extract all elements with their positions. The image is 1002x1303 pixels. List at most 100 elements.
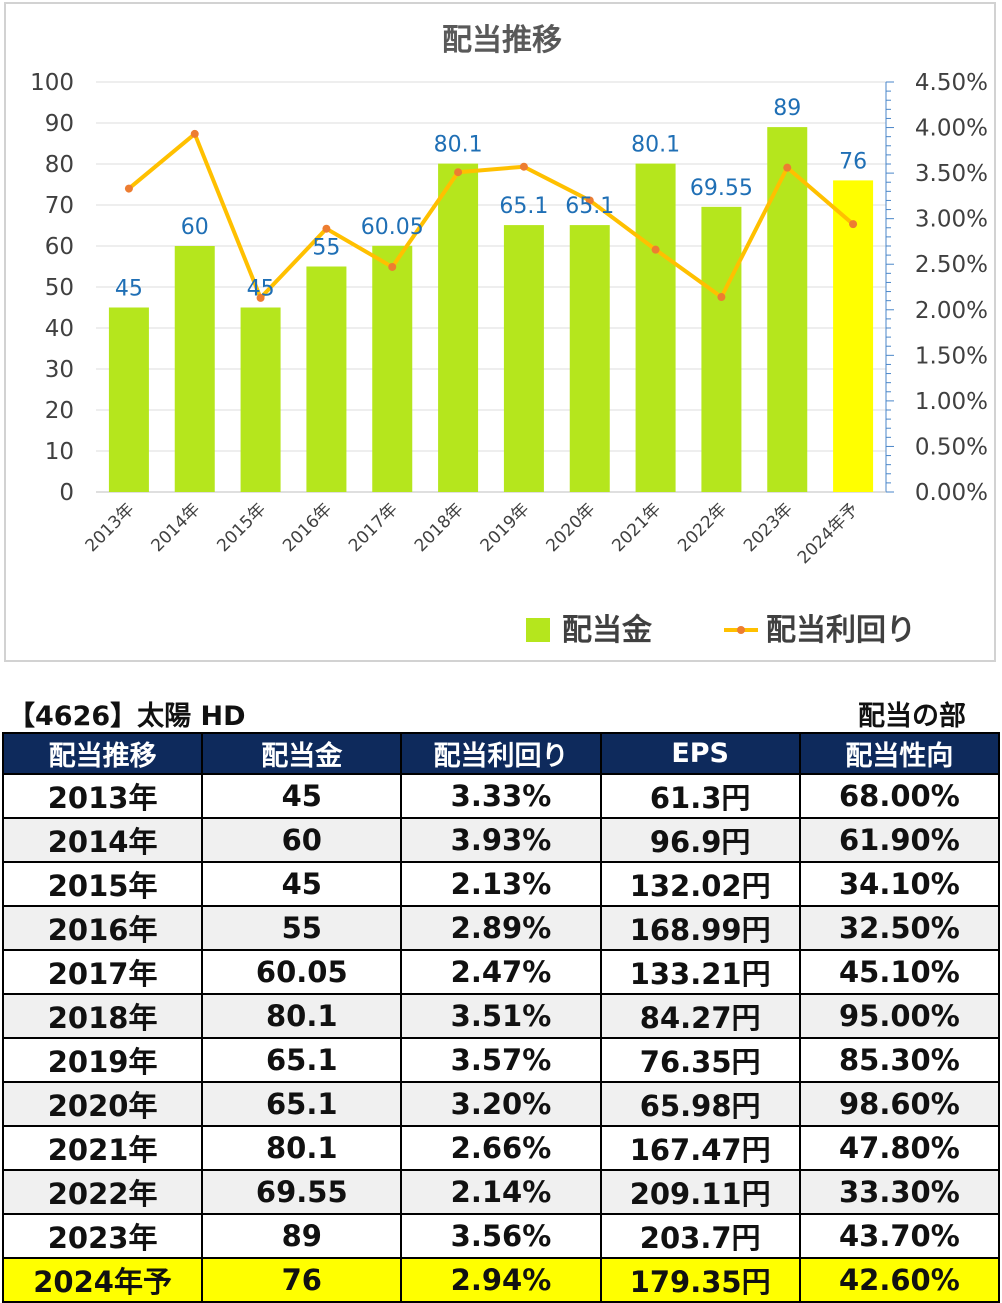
cell-year: 2020年: [1, 1081, 204, 1127]
bar: [503, 225, 544, 492]
cell-yield: 3.57%: [400, 1037, 602, 1083]
cell-eps: 61.3円: [599, 773, 801, 819]
cell-eps: 84.27円: [599, 993, 801, 1039]
bar-data-label: 65.1: [499, 194, 548, 219]
cell-dividend: 76: [201, 1257, 403, 1303]
table-title: 【4626】太陽 HD: [8, 701, 246, 732]
cell-year: 2021年: [1, 1125, 204, 1171]
cell-year: 2023年: [1, 1213, 204, 1259]
section-label: 配当の部: [858, 701, 966, 732]
cell-payout: 98.60%: [798, 1081, 1001, 1127]
yield-point: [717, 293, 726, 302]
bar: [108, 307, 149, 492]
chart-canvas: 配当推移 0 10 20 30 40 50 60 70 80 90 100 0.00% 0.50% 1.00…: [30, 23, 988, 648]
x-tick-label: 2013年: [82, 499, 139, 556]
table-row: 2014年 60 3.93% 96.9円 61.90%: [1, 817, 1001, 863]
y-right-tick-label: 2.50%: [915, 252, 988, 278]
bar: [569, 225, 610, 492]
header-dividend: 配当金: [201, 732, 403, 775]
cell-eps: 179.35円: [599, 1257, 801, 1303]
bar-data-label: 80.1: [434, 133, 483, 158]
cell-yield: 3.20%: [400, 1081, 602, 1127]
cell-payout: 43.70%: [798, 1213, 1001, 1259]
cell-dividend: 89: [201, 1213, 403, 1259]
y-right-tick-label: 3.00%: [915, 207, 988, 233]
header-eps: EPS: [599, 732, 801, 775]
bar: [833, 180, 874, 492]
cell-yield: 2.89%: [400, 905, 602, 951]
yield-point: [388, 262, 397, 271]
bar: [635, 163, 676, 492]
y-right-tick-label: 4.50%: [915, 70, 988, 96]
table-row: 2021年 80.1 2.66% 167.47円 47.80%: [1, 1125, 1001, 1171]
y-right-tick-label: 1.50%: [915, 343, 988, 369]
table-row: 2017年 60.05 2.47% 133.21円 45.10%: [1, 949, 1001, 995]
legend-swatch-dividend: [526, 618, 550, 642]
table-row: 2016年 55 2.89% 168.99円 32.50%: [1, 905, 1001, 951]
cell-yield: 2.66%: [400, 1125, 602, 1171]
table-header-row: 配当推移 配当金 配当利回り EPS 配当性向: [1, 732, 1001, 775]
yield-point: [190, 129, 199, 138]
cell-dividend: 45: [201, 861, 403, 907]
cell-yield: 3.33%: [400, 773, 602, 819]
cell-payout: 68.00%: [798, 773, 1001, 819]
bar: [438, 163, 479, 492]
cell-payout: 32.50%: [798, 905, 1001, 951]
bar: [372, 245, 413, 492]
yield-point: [124, 184, 133, 193]
cell-eps: 167.47円: [599, 1125, 801, 1171]
cell-yield: 2.47%: [400, 949, 602, 995]
cell-dividend: 45: [201, 773, 403, 819]
cell-dividend: 60: [201, 817, 403, 863]
y-right-tick-label: 3.50%: [915, 161, 988, 187]
cell-year: 2015年: [1, 861, 204, 907]
cell-payout: 34.10%: [798, 861, 1001, 907]
y-left-tick-label: 100: [30, 70, 74, 96]
y-left-tick-label: 90: [45, 111, 74, 137]
chart-title: 配当推移: [442, 23, 562, 58]
y-left-tick-label: 50: [45, 275, 74, 301]
cell-payout: 33.30%: [798, 1169, 1001, 1215]
y-left-tick-label: 70: [45, 193, 74, 219]
y-left-tick-label: 20: [45, 398, 74, 424]
table-row: 2023年 89 3.56% 203.7円 43.70%: [1, 1213, 1001, 1259]
table-row: 2022年 69.55 2.14% 209.11円 33.30%: [1, 1169, 1001, 1215]
yield-point: [651, 245, 660, 254]
cell-year: 2018年: [1, 993, 204, 1039]
table-row: 2020年 65.1 3.20% 65.98円 98.60%: [1, 1081, 1001, 1127]
y-right-tick-label: 4.00%: [915, 116, 988, 142]
cell-dividend: 65.1: [201, 1037, 403, 1083]
y-left-tick-label: 0: [59, 480, 74, 506]
bar-data-label: 65.1: [565, 194, 614, 219]
cell-eps: 133.21円: [599, 949, 801, 995]
cell-payout: 85.30%: [798, 1037, 1001, 1083]
bar: [174, 246, 215, 492]
y-right-tick-label: 1.00%: [915, 389, 988, 415]
dividend-table: 配当推移 配当金 配当利回り EPS 配当性向 2013年 45 3.33% 61.3…: [1, 732, 1001, 1303]
cell-dividend: 65.1: [201, 1081, 403, 1127]
cell-payout: 42.60%: [798, 1257, 1001, 1303]
legend-label-dividend: 配当金: [562, 613, 653, 648]
cell-eps: 76.35円: [599, 1037, 801, 1083]
x-tick-label: 2016年: [279, 499, 336, 556]
cell-year: 2024年予: [1, 1257, 204, 1303]
table-row: 2013年 45 3.33% 61.3円 68.00%: [1, 773, 1001, 819]
bar-data-label: 89: [773, 96, 801, 121]
dividend-chart: 配当推移 0 10 20 30 40 50 60 70 80 90 100 0.00% 0.50% 1.00…: [4, 2, 996, 662]
cell-yield: 2.13%: [400, 861, 602, 907]
x-tick-label: 2023年: [740, 499, 797, 556]
header-payout: 配当性向: [798, 732, 1001, 775]
bar-data-label: 76: [839, 149, 867, 174]
bar-data-label: 55: [312, 236, 340, 261]
bar-data-label: 60.05: [361, 215, 424, 240]
yield-point: [849, 220, 858, 229]
yield-point: [454, 168, 463, 177]
yield-point: [322, 224, 331, 233]
header-yield: 配当利回り: [400, 732, 602, 775]
x-tick-label: 2018年: [411, 499, 468, 556]
bar: [240, 307, 281, 492]
cell-payout: 95.00%: [798, 993, 1001, 1039]
cell-payout: 47.80%: [798, 1125, 1001, 1171]
table-row: 2024年予 76 2.94% 179.35円 42.60%: [1, 1257, 1001, 1303]
table-row: 2019年 65.1 3.57% 76.35円 85.30%: [1, 1037, 1001, 1083]
